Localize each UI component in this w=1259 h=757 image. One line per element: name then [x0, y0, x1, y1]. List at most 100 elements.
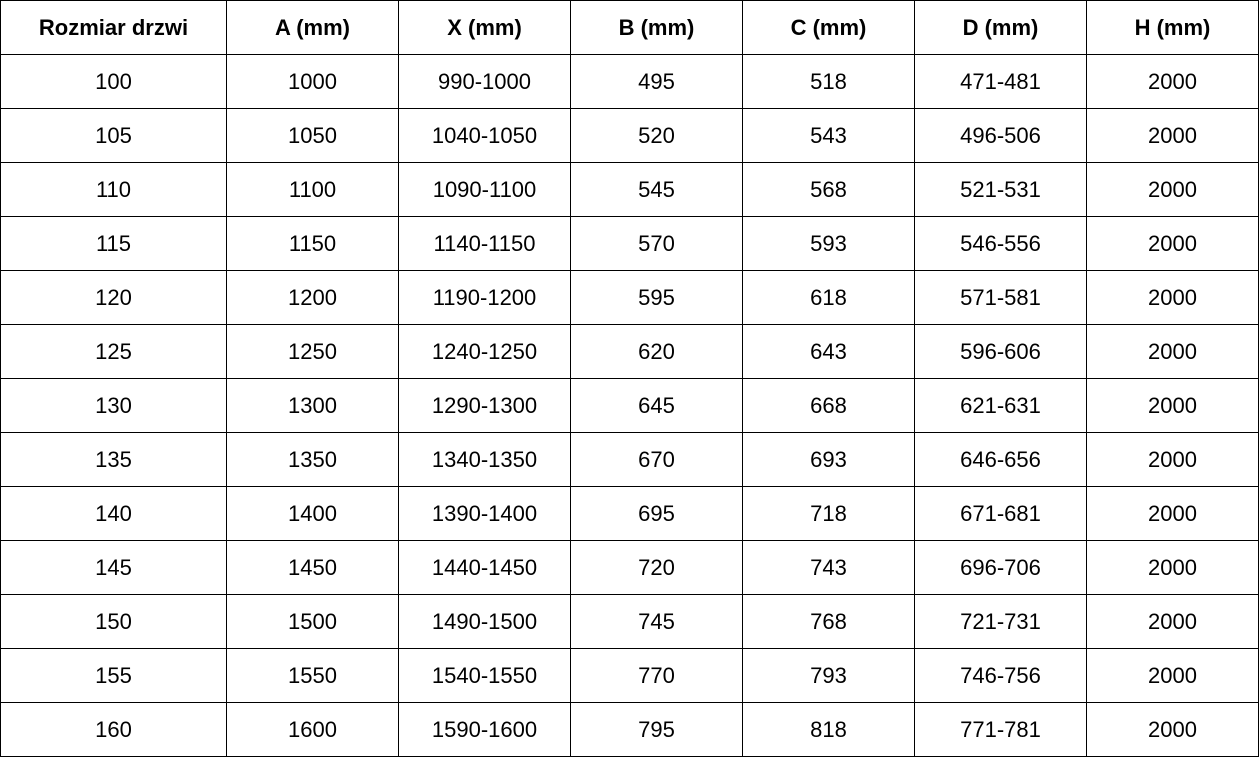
- table-cell: 1240-1250: [399, 325, 571, 379]
- table-cell: 1250: [227, 325, 399, 379]
- table-cell: 1000: [227, 55, 399, 109]
- table-cell: 1490-1500: [399, 595, 571, 649]
- table-cell: 546-556: [915, 217, 1087, 271]
- table-cell: 768: [743, 595, 915, 649]
- table-cell: 1500: [227, 595, 399, 649]
- table-cell: 746-756: [915, 649, 1087, 703]
- table-cell: 545: [571, 163, 743, 217]
- header-cell: H (mm): [1087, 0, 1259, 55]
- table-cell: 115: [0, 217, 227, 271]
- table-cell: 160: [0, 703, 227, 757]
- table-cell: 618: [743, 271, 915, 325]
- table-cell: 2000: [1087, 271, 1259, 325]
- table-cell: 1340-1350: [399, 433, 571, 487]
- table-cell: 721-731: [915, 595, 1087, 649]
- table-cell: 620: [571, 325, 743, 379]
- table-cell: 671-681: [915, 487, 1087, 541]
- table-cell: 1100: [227, 163, 399, 217]
- table-cell: 1290-1300: [399, 379, 571, 433]
- table-cell: 125: [0, 325, 227, 379]
- table-cell: 155: [0, 649, 227, 703]
- table-cell: 2000: [1087, 649, 1259, 703]
- table-cell: 110: [0, 163, 227, 217]
- table-cell: 1550: [227, 649, 399, 703]
- table-cell: 1140-1150: [399, 217, 571, 271]
- table-cell: 793: [743, 649, 915, 703]
- table-cell: 2000: [1087, 217, 1259, 271]
- table-cell: 1200: [227, 271, 399, 325]
- table-cell: 2000: [1087, 325, 1259, 379]
- table-cell: 495: [571, 55, 743, 109]
- table-cell: 643: [743, 325, 915, 379]
- table-cell: 670: [571, 433, 743, 487]
- table-cell: 745: [571, 595, 743, 649]
- table-cell: 2000: [1087, 109, 1259, 163]
- table-cell: 2000: [1087, 55, 1259, 109]
- table-cell: 646-656: [915, 433, 1087, 487]
- table-cell: 743: [743, 541, 915, 595]
- table-cell: 1540-1550: [399, 649, 571, 703]
- table-cell: 2000: [1087, 433, 1259, 487]
- table-cell: 135: [0, 433, 227, 487]
- table-cell: 543: [743, 109, 915, 163]
- table-cell: 2000: [1087, 487, 1259, 541]
- table-cell: 645: [571, 379, 743, 433]
- table-cell: 2000: [1087, 163, 1259, 217]
- header-cell: C (mm): [743, 0, 915, 55]
- table-cell: 718: [743, 487, 915, 541]
- table-cell: 593: [743, 217, 915, 271]
- table-cell: 568: [743, 163, 915, 217]
- table-cell: 2000: [1087, 703, 1259, 757]
- table-cell: 1400: [227, 487, 399, 541]
- table-cell: 771-781: [915, 703, 1087, 757]
- table-cell: 150: [0, 595, 227, 649]
- table-cell: 100: [0, 55, 227, 109]
- table-cell: 668: [743, 379, 915, 433]
- table-cell: 818: [743, 703, 915, 757]
- table-cell: 2000: [1087, 541, 1259, 595]
- table-cell: 1190-1200: [399, 271, 571, 325]
- table-cell: 1050: [227, 109, 399, 163]
- table-cell: 596-606: [915, 325, 1087, 379]
- table-cell: 145: [0, 541, 227, 595]
- table-cell: 720: [571, 541, 743, 595]
- table-cell: 518: [743, 55, 915, 109]
- table-cell: 2000: [1087, 595, 1259, 649]
- table-cell: 496-506: [915, 109, 1087, 163]
- table-cell: 120: [0, 271, 227, 325]
- header-cell: Rozmiar drzwi: [0, 0, 227, 55]
- table-cell: 520: [571, 109, 743, 163]
- table-cell: 471-481: [915, 55, 1087, 109]
- table-cell: 696-706: [915, 541, 1087, 595]
- table-cell: 1390-1400: [399, 487, 571, 541]
- table-cell: 571-581: [915, 271, 1087, 325]
- table-cell: 1090-1100: [399, 163, 571, 217]
- table-cell: 1440-1450: [399, 541, 571, 595]
- table-cell: 990-1000: [399, 55, 571, 109]
- table-cell: 595: [571, 271, 743, 325]
- table-cell: 130: [0, 379, 227, 433]
- table-cell: 770: [571, 649, 743, 703]
- header-cell: X (mm): [399, 0, 571, 55]
- table-cell: 140: [0, 487, 227, 541]
- table-cell: 1150: [227, 217, 399, 271]
- table-cell: 105: [0, 109, 227, 163]
- table-cell: 693: [743, 433, 915, 487]
- table-cell: 1300: [227, 379, 399, 433]
- header-cell: A (mm): [227, 0, 399, 55]
- table-cell: 1600: [227, 703, 399, 757]
- table-cell: 695: [571, 487, 743, 541]
- table-cell: 1040-1050: [399, 109, 571, 163]
- header-cell: B (mm): [571, 0, 743, 55]
- table-cell: 1450: [227, 541, 399, 595]
- table-cell: 1590-1600: [399, 703, 571, 757]
- table-cell: 521-531: [915, 163, 1087, 217]
- table-cell: 621-631: [915, 379, 1087, 433]
- table-cell: 795: [571, 703, 743, 757]
- table-cell: 2000: [1087, 379, 1259, 433]
- header-cell: D (mm): [915, 0, 1087, 55]
- table-cell: 570: [571, 217, 743, 271]
- table-cell: 1350: [227, 433, 399, 487]
